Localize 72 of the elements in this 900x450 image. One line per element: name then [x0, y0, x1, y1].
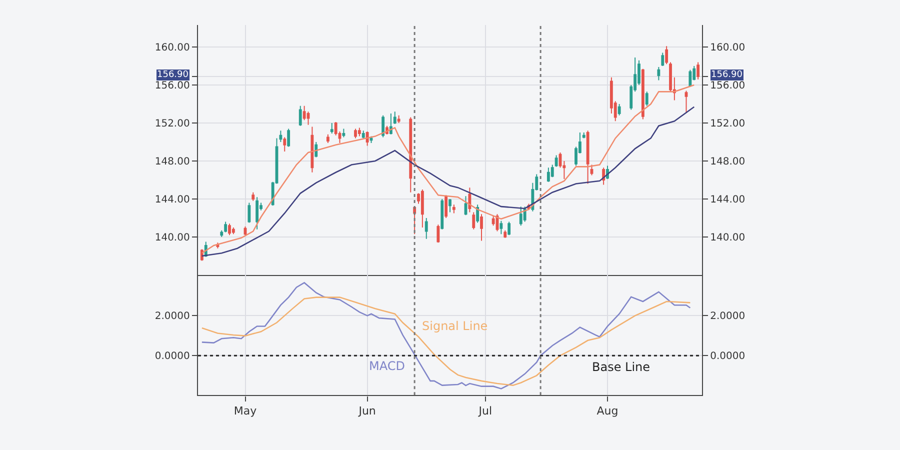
candlestick [397, 114, 400, 124]
candlestick [436, 224, 440, 244]
candlestick [661, 52, 664, 67]
candlestick [440, 198, 444, 230]
candlestick [283, 136, 286, 152]
candlestick [424, 217, 428, 240]
candlestick [362, 130, 365, 139]
candlestick [354, 128, 357, 139]
ref-line-label: Base Line [592, 360, 650, 374]
candlestick [645, 91, 648, 106]
candlestick [342, 128, 346, 138]
candlestick [504, 230, 507, 238]
candlestick [657, 66, 660, 81]
candlestick [287, 128, 290, 148]
y-tick-label: 148.00 [710, 156, 746, 168]
candlestick [409, 116, 412, 193]
candlestick [519, 206, 522, 226]
candlestick [523, 206, 526, 222]
candlestick [326, 134, 330, 144]
candlestick [248, 202, 251, 224]
series-label: MACD [369, 359, 405, 373]
x-tick-label: Jun [358, 404, 376, 418]
candlestick [586, 130, 590, 184]
y-tick-label: 156.00 [710, 80, 746, 92]
candlestick [228, 223, 231, 236]
x-tick-label: Jul [478, 404, 492, 418]
candlestick [476, 204, 480, 224]
candlestick [358, 127, 361, 137]
candlestick [330, 122, 334, 134]
candlestick [298, 105, 302, 126]
candlestick [546, 167, 550, 182]
candlestick [232, 226, 235, 235]
candlestick [641, 68, 644, 120]
candlestick [256, 196, 259, 230]
candlestick [382, 114, 385, 138]
candlestick [582, 132, 586, 139]
candlestick [448, 198, 452, 213]
candlestick [314, 142, 318, 158]
candlestick [468, 187, 472, 213]
y-tick-label: 140.00 [710, 232, 746, 244]
line-series [201, 282, 691, 390]
candlestick [444, 194, 448, 218]
candlestick [696, 62, 700, 80]
candlestick [688, 69, 692, 88]
y-tick-label: 156.90 [711, 70, 743, 80]
candlestick [590, 164, 594, 176]
candlestick [420, 188, 424, 228]
candlestick [550, 164, 554, 178]
candlestick [500, 220, 503, 235]
x-tick-label: May [234, 404, 258, 418]
line-series [201, 296, 691, 386]
y-tick-label: 160.00 [710, 42, 746, 54]
candlestick [310, 126, 314, 173]
candlestick [665, 46, 668, 65]
candlestick [554, 154, 558, 168]
y-tick-label: 144.00 [710, 194, 746, 206]
y-tick-label: 152.00 [710, 118, 746, 130]
candlestick [480, 214, 483, 242]
candlestick [508, 221, 511, 236]
candlestick [472, 212, 476, 230]
candlestick [224, 221, 228, 233]
candlestick [389, 113, 392, 135]
candlestick [464, 196, 468, 216]
candlestick [302, 105, 306, 121]
x-tick-label: Aug [596, 404, 618, 418]
series-label: Signal Line [422, 319, 488, 333]
candlestick [366, 131, 369, 146]
candlestick [393, 111, 396, 124]
candlestick [452, 204, 456, 214]
candlestick [252, 192, 255, 202]
candlestick [618, 104, 621, 116]
candlestick [684, 90, 688, 114]
